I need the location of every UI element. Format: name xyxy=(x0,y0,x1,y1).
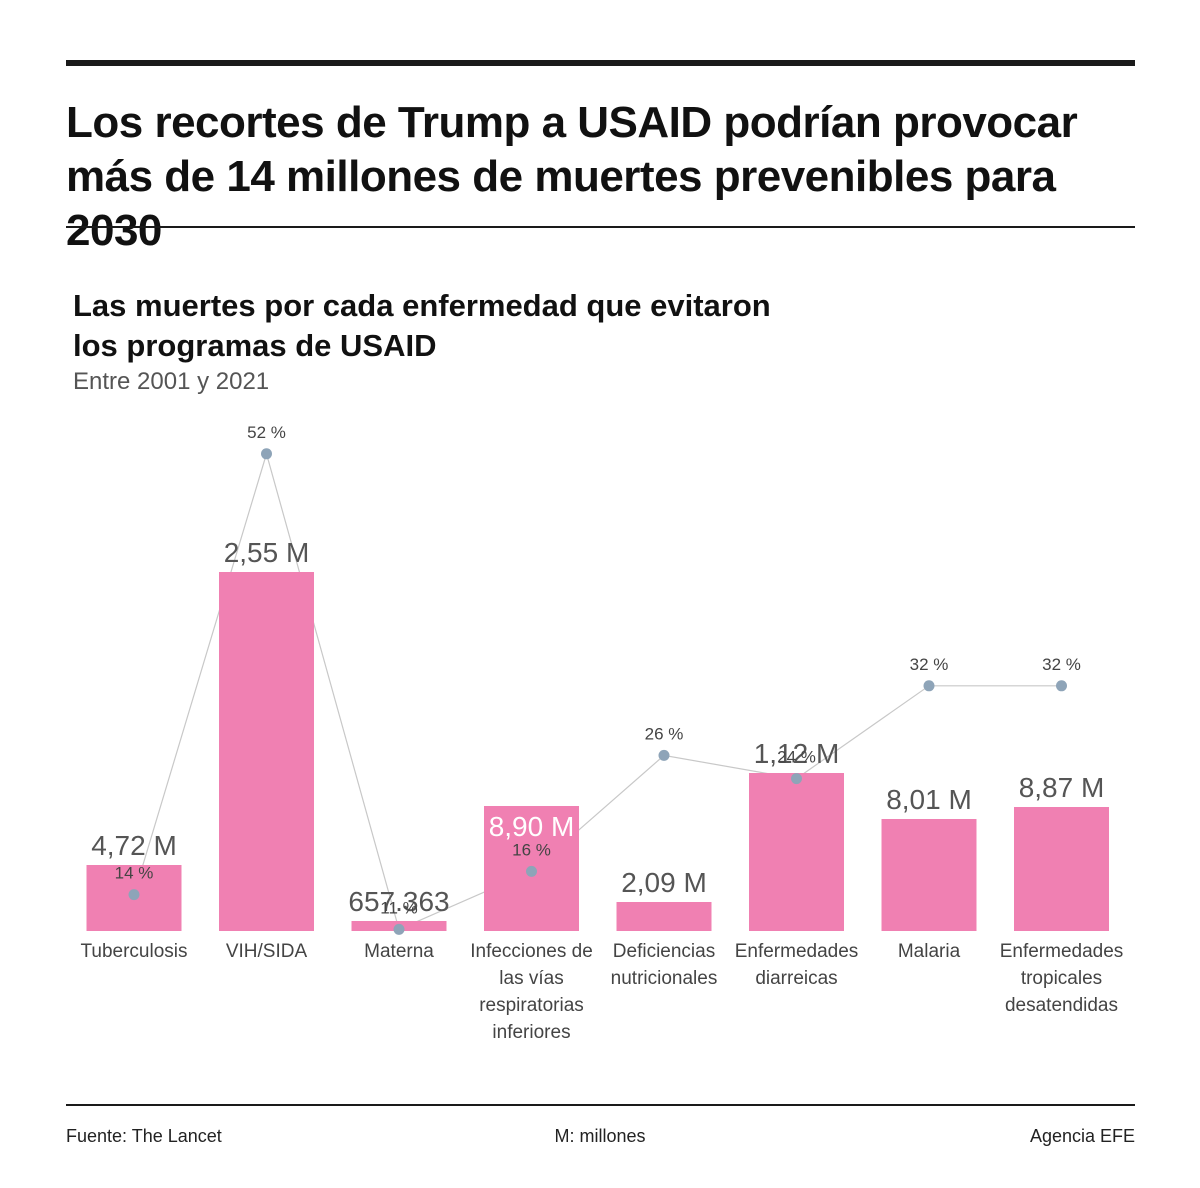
percent-point-5 xyxy=(791,773,802,785)
category-label-5: Enfermedades diarreicas xyxy=(735,941,859,989)
bar-value-label-5: 1,12 M xyxy=(754,738,840,769)
bar-6 xyxy=(881,819,977,931)
headline-divider xyxy=(66,226,1135,228)
bar-value-label-0: 4,72 M xyxy=(91,830,177,861)
bar-value-label-3: 8,90 M xyxy=(489,811,575,842)
bar-value-label-1: 2,55 M xyxy=(224,537,310,568)
bar-4 xyxy=(616,902,712,931)
category-label-1: VIH/SIDA xyxy=(226,941,308,962)
percent-label-0: 14 % xyxy=(115,864,154,883)
percent-label-7: 32 % xyxy=(1042,655,1081,674)
chart-title: Las muertes por cada enfermedad que evit… xyxy=(73,288,771,363)
bar-7 xyxy=(1014,807,1109,931)
category-label-2: Materna xyxy=(364,941,434,962)
units-note: M: millones xyxy=(554,1126,646,1146)
percent-label-3: 16 % xyxy=(512,840,551,859)
percent-point-7 xyxy=(1056,680,1067,692)
category-label-0: Tuberculosis xyxy=(80,941,187,962)
bar-5 xyxy=(749,773,844,931)
percent-label-5: 24 % xyxy=(777,748,816,767)
bar-value-label-6: 8,01 M xyxy=(886,784,972,815)
category-label-6: Malaria xyxy=(898,941,961,962)
percent-point-1 xyxy=(261,448,272,460)
headline: Los recortes de Trump a USAID podrían pr… xyxy=(66,98,1078,255)
percent-point-0 xyxy=(128,889,140,901)
bar-value-label-7: 8,87 M xyxy=(1019,772,1105,803)
category-label-7: Enfermedades tropicales desatendidas xyxy=(1000,941,1124,1016)
top-rule xyxy=(66,60,1135,66)
bar-value-label-4: 2,09 M xyxy=(621,867,707,898)
bar-value-label-2: 657.363 xyxy=(348,886,449,917)
percent-point-3 xyxy=(526,865,537,877)
agency-credit: Agencia EFE xyxy=(1029,1126,1135,1146)
deaths-bar-line-chart: 4,72 M Tuberculosis 2,55 M VIH/SIDA 657.363 M… xyxy=(80,423,1124,1043)
percent-point-2 xyxy=(393,923,405,935)
category-label-3: Infecciones de las vías respiratorias infer… xyxy=(470,941,593,1043)
percent-line xyxy=(133,451,1062,931)
category-label-4: Deficiencias nutricionales xyxy=(611,941,718,989)
percent-label-4: 26 % xyxy=(645,724,684,743)
source-text: Fuente: The Lancet xyxy=(66,1126,222,1146)
percent-label-1: 52 % xyxy=(247,423,286,442)
chart-subtitle: Entre 2001 y 2021 xyxy=(73,368,270,395)
bar-1 xyxy=(219,572,314,931)
percent-label-2: 11 % xyxy=(380,898,418,917)
footer-divider xyxy=(66,1104,1135,1106)
percent-point-6 xyxy=(923,680,935,692)
percent-point-4 xyxy=(658,749,670,761)
percent-label-6: 32 % xyxy=(910,655,949,674)
